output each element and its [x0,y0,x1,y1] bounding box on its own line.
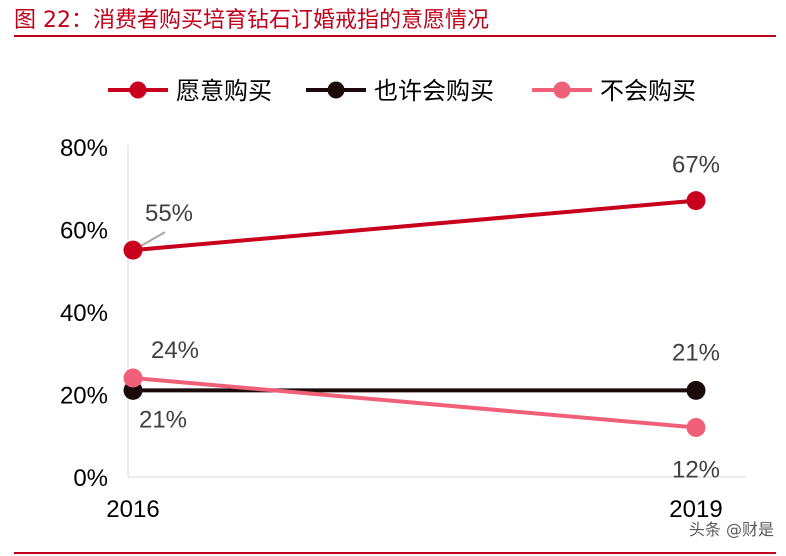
label-leader-line [136,231,166,249]
data-point [123,240,143,260]
series-line [132,376,697,430]
bottom-divider [14,552,776,554]
legend-label: 不会购买 [600,77,696,105]
axes: 0% 20% 40% 60% 80% 2016 2019 [60,135,746,523]
data-point [686,191,706,211]
figure-title: 图 22：消费者购买培育钻石订婚戒指的意愿情况 [14,8,489,33]
series-lines [132,198,697,430]
data-label: 24% [151,337,199,364]
legend-label: 也许会购买 [374,77,494,105]
legend-label: 愿意购买 [176,77,272,105]
y-tick-label: 60% [60,218,108,245]
data-labels: 55% 67% 21% 21% 24% 12% [139,152,720,484]
data-label: 21% [139,406,187,433]
y-tick-label: 80% [60,135,108,162]
x-tick-label: 2019 [669,496,722,523]
data-label: 67% [672,152,720,179]
data-label: 21% [672,339,720,366]
y-tick-label: 0% [73,465,108,492]
data-label: 12% [672,457,720,484]
legend-marker [129,81,147,99]
title-divider [14,35,776,37]
legend: 愿意购买 也许会购买 不会购买 [108,77,696,105]
legend-marker [553,81,571,99]
y-tick-label: 20% [60,383,108,410]
data-point [686,418,706,437]
leader-lines [136,231,166,249]
y-tick-label: 40% [60,300,108,327]
series-line [132,198,697,253]
data-label: 55% [145,200,193,227]
series-points [123,191,706,437]
legend-marker [327,81,345,99]
watermark: 头条 @财是 [688,520,774,539]
data-point [123,368,143,388]
x-tick-label: 2016 [106,496,159,523]
data-point [686,380,706,400]
